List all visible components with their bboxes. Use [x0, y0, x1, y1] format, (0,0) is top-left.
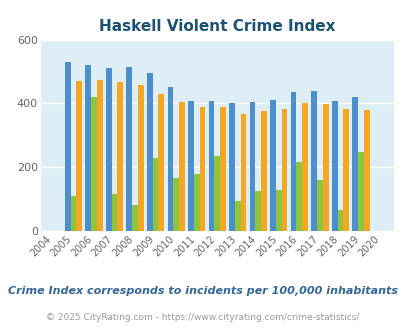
Bar — [255, 191, 260, 231]
Bar — [301, 103, 307, 231]
Bar — [260, 112, 266, 231]
Bar — [275, 189, 281, 231]
Bar — [199, 107, 205, 231]
Bar — [158, 94, 164, 231]
Bar — [97, 80, 102, 231]
Bar — [173, 178, 179, 231]
Bar — [311, 91, 316, 231]
Bar — [147, 73, 152, 231]
Bar — [188, 101, 193, 231]
Bar — [322, 104, 328, 231]
Bar — [296, 162, 301, 231]
Bar — [228, 103, 234, 231]
Bar — [65, 62, 70, 231]
Bar — [343, 110, 348, 231]
Bar — [281, 109, 287, 231]
Bar — [179, 102, 184, 231]
Bar — [220, 107, 225, 231]
Bar — [85, 65, 91, 231]
Bar — [193, 174, 199, 231]
Bar — [337, 210, 343, 231]
Bar — [352, 97, 357, 231]
Bar — [249, 102, 255, 231]
Bar — [126, 67, 132, 231]
Bar — [152, 158, 158, 231]
Bar — [357, 152, 363, 231]
Bar — [111, 194, 117, 231]
Bar — [70, 196, 76, 231]
Bar — [138, 85, 143, 231]
Bar — [106, 68, 111, 231]
Bar — [167, 87, 173, 231]
Bar — [316, 180, 322, 231]
Bar — [214, 156, 220, 231]
Bar — [290, 92, 296, 231]
Bar — [363, 110, 369, 231]
Bar — [132, 206, 138, 231]
Bar — [117, 82, 123, 231]
Bar — [208, 101, 214, 231]
Bar — [331, 101, 337, 231]
Text: Crime Index corresponds to incidents per 100,000 inhabitants: Crime Index corresponds to incidents per… — [8, 286, 397, 296]
Bar — [91, 97, 97, 231]
Bar — [76, 81, 82, 231]
Text: © 2025 CityRating.com - https://www.cityrating.com/crime-statistics/: © 2025 CityRating.com - https://www.city… — [46, 313, 359, 322]
Bar — [240, 114, 246, 231]
Bar — [269, 100, 275, 231]
Title: Haskell Violent Crime Index: Haskell Violent Crime Index — [99, 19, 335, 34]
Bar — [234, 201, 240, 231]
